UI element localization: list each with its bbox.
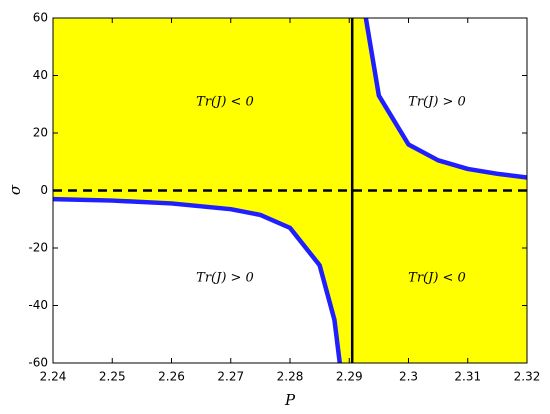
x-tick-label: 2.29 (336, 370, 363, 384)
region-annotation: Tr(J) < 0 (196, 95, 254, 110)
region-annotation: Tr(J) > 0 (408, 95, 466, 110)
x-tick-label: 2.28 (277, 370, 304, 384)
x-tick-label: 2.32 (514, 370, 541, 384)
x-tick-label: 2.24 (40, 370, 67, 384)
curve (53, 196, 343, 363)
y-tick-label: 20 (33, 126, 48, 140)
y-tick-label: 40 (33, 68, 48, 82)
y-axis-label: σ (6, 184, 24, 195)
region-annotation: Tr(J) > 0 (196, 271, 254, 286)
y-tick-label: -20 (28, 241, 48, 255)
y-tick-label: 60 (33, 11, 48, 25)
region-fill (352, 18, 527, 363)
y-tick-label: -40 (28, 298, 48, 312)
x-tick-label: 2.27 (217, 370, 244, 384)
region-annotation: Tr(J) < 0 (408, 271, 466, 286)
curve (363, 18, 527, 180)
x-axis-label: P (284, 391, 296, 409)
x-tick-label: 2.25 (99, 370, 126, 384)
region-fill (53, 18, 353, 363)
x-tick-label: 2.26 (158, 370, 185, 384)
y-tick-label: -60 (28, 356, 48, 370)
x-tick-label: 2.3 (399, 370, 418, 384)
y-tick-label: 0 (40, 183, 48, 197)
x-tick-label: 2.31 (454, 370, 481, 384)
